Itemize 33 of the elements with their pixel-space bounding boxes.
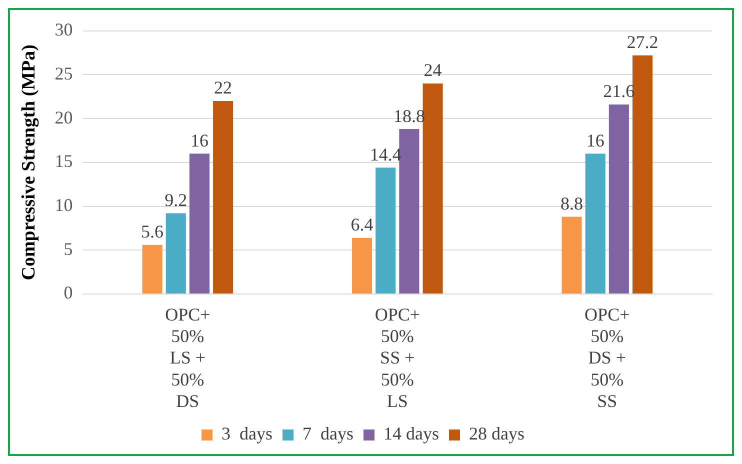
x-tick-label: OPC+ 50% LS + 50% DS: [165, 304, 210, 411]
bar: [562, 216, 582, 294]
data-label: 9.2: [164, 190, 188, 210]
x-tick-label: OPC+ 50% SS + 50% LS: [374, 304, 420, 411]
bar: [376, 168, 396, 294]
data-label: 27.2: [626, 32, 658, 52]
y-tick-label: 0: [64, 282, 73, 303]
bar: [632, 55, 653, 294]
bar: [213, 100, 234, 294]
y-tick-label: 25: [54, 63, 73, 84]
y-tick-label: 10: [54, 195, 73, 215]
bar: [166, 213, 186, 294]
y-tick-label: 15: [54, 151, 73, 172]
y-tick-label: 5: [64, 238, 73, 259]
bar: [189, 154, 210, 294]
data-label: 22: [214, 78, 232, 98]
bar: [352, 238, 372, 294]
data-label: 24: [424, 60, 442, 80]
bar: [142, 244, 162, 294]
data-label: 16: [190, 130, 208, 150]
legend-label: 3 days: [222, 424, 273, 444]
y-tick-label: 30: [54, 20, 73, 40]
y-axis-title: Compressive Strength (MPa): [18, 44, 40, 280]
legend-label: 7 days: [302, 424, 354, 444]
bar: [608, 104, 629, 294]
data-label: 6.4: [350, 214, 374, 235]
bar: [585, 154, 606, 294]
legend-label: 14 days: [384, 424, 439, 444]
data-label: 5.6: [141, 222, 164, 242]
x-tick-label: OPC+ 50% DS + 50% SS: [584, 304, 630, 411]
y-tick-label: 20: [54, 107, 73, 128]
legend-label: 28 days: [468, 424, 524, 444]
bar: [422, 83, 443, 294]
